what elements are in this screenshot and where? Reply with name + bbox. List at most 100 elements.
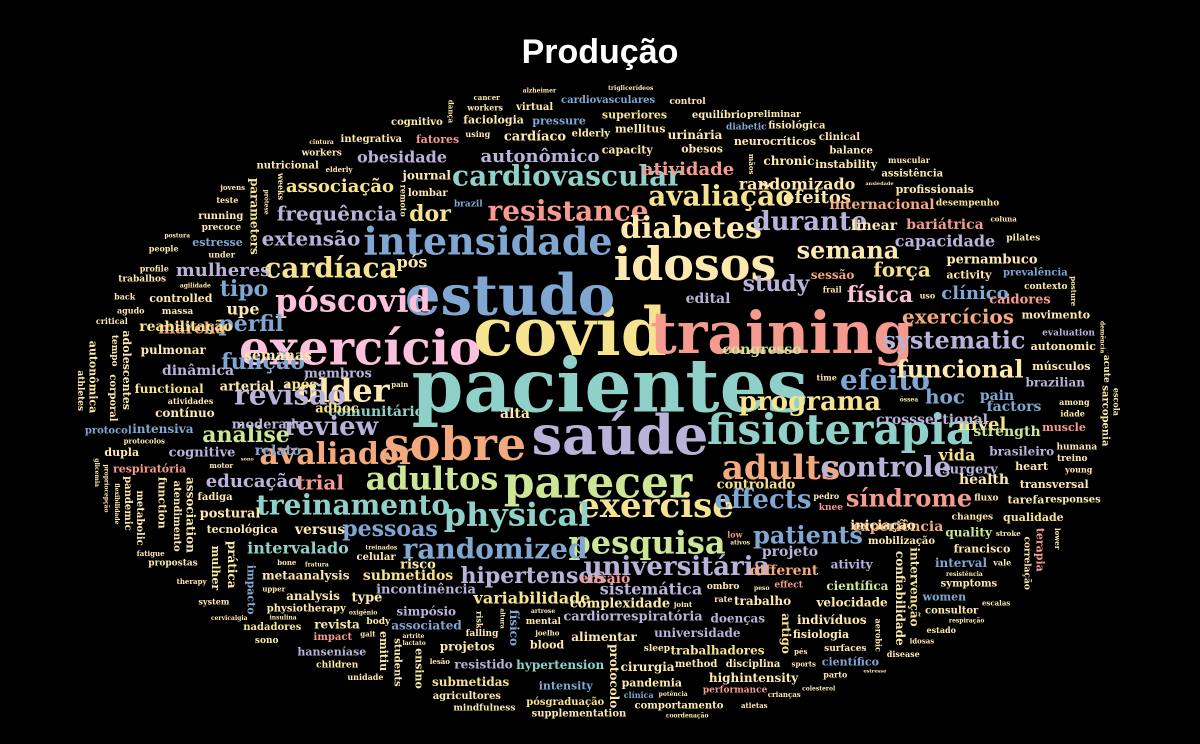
word-153: neurocríticos xyxy=(734,135,816,148)
word-139: quality xyxy=(945,525,993,539)
word-149: brazilian xyxy=(1026,376,1086,390)
word-337: jovens xyxy=(219,183,245,192)
word-75: pain xyxy=(980,388,1014,404)
word-364: lactato xyxy=(402,640,425,647)
word-59: clínico xyxy=(941,283,1009,304)
word-291: muscular xyxy=(888,155,931,165)
word-336: crianças xyxy=(768,690,801,699)
word-289: idade xyxy=(1060,409,1085,419)
word-275: risk xyxy=(475,611,485,629)
word-93: factors xyxy=(987,399,1042,415)
word-19: older xyxy=(296,372,390,410)
word-136: cirurgia xyxy=(621,660,675,674)
word-122: velocidade xyxy=(815,595,888,609)
word-377: artrose xyxy=(531,608,555,615)
word-23: controle xyxy=(821,451,952,484)
word-69: marcha xyxy=(158,319,225,338)
word-190: terapia xyxy=(1033,528,1046,572)
word-28: treinamento xyxy=(256,489,450,522)
word-7: exercício xyxy=(239,321,481,377)
word-111: cognitive xyxy=(169,446,236,461)
word-2: training xyxy=(650,299,914,367)
word-60: capacidade xyxy=(895,232,995,251)
word-244: workers xyxy=(301,149,342,159)
word-125: confiabilidade xyxy=(893,551,907,646)
word-182: instability xyxy=(815,158,878,171)
word-279: parto xyxy=(823,670,848,680)
word-358: agilidade xyxy=(180,282,211,289)
word-140: prática xyxy=(225,541,239,589)
word-131: journal xyxy=(402,168,452,182)
word-389: alzheimer xyxy=(523,87,557,94)
word-103: postural xyxy=(200,507,261,522)
word-48: extensão xyxy=(262,227,361,251)
word-22: pesquisa xyxy=(568,524,725,562)
word-150: parameters xyxy=(248,178,262,255)
word-197: cardiovasculares xyxy=(561,95,655,106)
word-385: prótese xyxy=(262,190,269,215)
word-16: póscovid xyxy=(275,282,431,320)
word-352: ativos xyxy=(730,540,750,547)
word-355: flexibilidade xyxy=(113,483,120,524)
word-99: controlado xyxy=(717,478,796,493)
word-288: atividades xyxy=(168,396,214,406)
word-12: cardiovascular xyxy=(452,160,683,193)
word-52: perfil xyxy=(218,311,283,337)
word-6: sobre xyxy=(384,417,526,471)
word-51: educação xyxy=(206,471,300,492)
word-72: vida xyxy=(938,446,976,465)
word-333: coluna xyxy=(990,215,1017,224)
word-40: física xyxy=(847,282,913,308)
word-281: among xyxy=(1059,397,1090,407)
word-73: experiência xyxy=(853,519,944,535)
word-158: autonomic xyxy=(1031,340,1097,353)
word-339: idosas xyxy=(910,636,935,645)
word-241: preliminar xyxy=(747,110,801,120)
word-226: clinical xyxy=(819,132,860,143)
word-231: cognitivo xyxy=(391,117,443,128)
word-237: desempenho xyxy=(936,198,999,208)
word-185: autonômica xyxy=(86,341,99,414)
word-32: programa xyxy=(739,387,881,417)
word-223: protocol xyxy=(85,425,132,436)
word-370: altura xyxy=(498,608,505,628)
word-201: balance xyxy=(829,146,872,157)
word-29: semana xyxy=(797,236,900,265)
word-296: teste xyxy=(216,195,238,205)
word-101: cardiorrespiratória xyxy=(563,610,703,625)
word-83: strength xyxy=(973,424,1040,440)
word-63: mulheres xyxy=(176,260,271,281)
word-39: hipertensos xyxy=(461,563,606,589)
word-346: escalas xyxy=(982,599,1010,608)
word-181: movimento xyxy=(1021,308,1090,321)
word-130: association xyxy=(184,477,198,553)
word-254: brazil xyxy=(454,200,483,210)
word-253: effect xyxy=(774,581,803,591)
word-68: pós xyxy=(397,253,428,272)
word-221: integrativa xyxy=(341,134,403,145)
word-78: ensaio xyxy=(580,571,631,587)
word-64: variabilidade xyxy=(473,589,591,608)
word-80: versus xyxy=(294,522,345,538)
word-365: glicemia xyxy=(93,458,100,487)
word-126: hypertension xyxy=(516,658,604,672)
word-92: bariátrica xyxy=(906,217,983,233)
word-236: performance xyxy=(703,685,768,695)
word-200: corporal xyxy=(107,374,118,421)
word-11: resistance xyxy=(487,195,648,228)
word-177: músculos xyxy=(1032,360,1090,373)
word-21: physical xyxy=(444,496,591,534)
word-293: rate xyxy=(714,594,732,604)
word-378: artrite xyxy=(402,633,424,640)
word-297: time xyxy=(817,372,837,382)
word-220: metabolic xyxy=(134,490,145,545)
word-280: escola xyxy=(1112,388,1122,416)
word-18: adultos xyxy=(366,460,499,498)
word-316: upper xyxy=(262,585,285,594)
word-135: protocolo xyxy=(607,644,621,708)
word-100: incontinência xyxy=(376,583,476,598)
word-218: disciplina xyxy=(726,659,781,670)
word-248: massa xyxy=(162,307,193,317)
word-394: sono xyxy=(241,457,255,463)
word-263: mental xyxy=(526,617,562,627)
